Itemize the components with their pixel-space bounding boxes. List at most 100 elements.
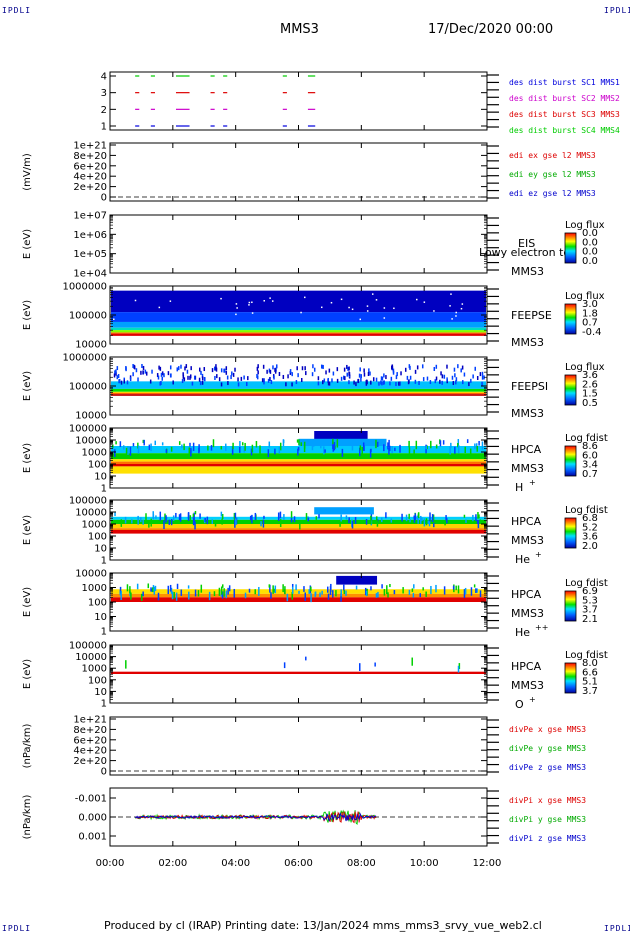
spectrogram-speck xyxy=(291,583,294,589)
spectrogram-speck xyxy=(172,515,175,521)
colorbar-title: Log fdist xyxy=(565,650,608,661)
spectrogram-speck xyxy=(308,589,310,594)
spectrogram-speck xyxy=(220,511,223,517)
spectrogram-speck xyxy=(327,381,330,386)
spectrogram-speck xyxy=(167,590,169,595)
spectrogram-speck xyxy=(340,593,342,602)
y-tick-label: 1e+06 xyxy=(73,230,107,241)
spectrogram-speck xyxy=(188,447,191,456)
spectrogram-speck xyxy=(425,518,428,526)
spectrogram-speck xyxy=(122,445,125,450)
spectrogram-speck xyxy=(360,377,362,382)
spectrogram-speck xyxy=(355,382,357,387)
spectrogram-speck xyxy=(278,446,281,454)
spectrogram-speck xyxy=(268,441,271,448)
spectrogram-speck xyxy=(380,380,382,385)
spectrogram-speck xyxy=(360,374,362,379)
spectrogram-speck xyxy=(336,378,339,383)
spectrogram-speck xyxy=(161,376,164,381)
spectrogram-speck xyxy=(389,583,391,588)
spectrogram-speck xyxy=(380,376,383,381)
spectrogram-speck xyxy=(457,665,460,673)
spectrogram-speck xyxy=(336,367,339,372)
spectrogram-speck xyxy=(133,364,135,369)
colorbar-tick-label: 2.6 xyxy=(582,379,598,390)
spectrogram-speck xyxy=(398,381,401,386)
y-tick-label: 0.000 xyxy=(78,813,107,824)
colorbar-tick-label: 8.0 xyxy=(582,658,598,669)
spectrogram-speck xyxy=(455,377,458,382)
y-tick-label: 1 xyxy=(101,122,107,133)
y-axis-label: E (eV) xyxy=(22,659,33,689)
spectrogram-speck xyxy=(199,381,202,386)
spectrogram-speck xyxy=(390,518,393,523)
spectrogram-speck xyxy=(376,520,379,527)
spectrogram-speck xyxy=(200,584,203,593)
spectrogram-speck xyxy=(481,375,484,380)
spectrogram-speck xyxy=(359,318,362,321)
panel-feepse: 1000000 100000 10000 E (eV) FEEPSE MMS3 Log fl… xyxy=(22,282,605,351)
colorbar-tick-label: 0.0 xyxy=(582,228,598,239)
spectrogram-speck xyxy=(245,382,248,387)
y-tick-label: 100 xyxy=(88,532,107,543)
spectrogram-speck xyxy=(351,308,354,311)
spectrogram-speck xyxy=(198,444,200,452)
spectrogram-speck xyxy=(148,520,150,528)
spectrogram-speck xyxy=(125,447,128,457)
spectrogram-speck xyxy=(241,442,244,446)
spectrogram-speck xyxy=(406,375,409,380)
spectrogram-speck xyxy=(392,368,395,373)
spectrogram-band xyxy=(111,381,486,389)
panel-frame xyxy=(109,716,488,776)
spectrogram-speck xyxy=(408,364,411,369)
spectrogram-speck xyxy=(189,515,192,523)
spectrogram-speck xyxy=(348,517,350,521)
spectrogram-speck xyxy=(408,440,410,448)
spectrogram-speck xyxy=(475,588,477,593)
spectrogram-speck xyxy=(151,588,153,592)
spectrogram-speck xyxy=(151,369,153,374)
y-tick-label: 100 xyxy=(88,675,107,686)
spectrogram-speck xyxy=(380,517,383,523)
colorbar-title: Log flux xyxy=(565,362,605,373)
spectrogram-speck xyxy=(395,375,398,380)
spectrogram-speck xyxy=(247,376,249,381)
spectrogram-speck xyxy=(385,512,387,519)
spectrogram-speck xyxy=(364,440,366,445)
spectrogram-speck xyxy=(220,297,222,300)
spectrogram-speck xyxy=(208,591,211,601)
y-tick-label: 10000 xyxy=(75,652,107,663)
spectrogram-speck xyxy=(119,441,122,447)
colorbar-tick-label: 3.6 xyxy=(582,532,598,543)
spectrogram-speck xyxy=(214,519,217,527)
spectrogram-speck xyxy=(236,307,238,309)
spectrogram-speck xyxy=(391,365,393,370)
spectrogram-band xyxy=(111,392,486,395)
spectrogram-speck xyxy=(185,364,188,369)
spectrogram-speck xyxy=(248,588,251,593)
spectrogram-speck xyxy=(457,364,459,369)
spectrogram-speck xyxy=(290,511,293,518)
spectrogram-speck xyxy=(221,591,224,599)
spectrogram-speck xyxy=(477,519,480,529)
spectrogram-speck xyxy=(234,367,236,372)
spectrogram-speck xyxy=(301,366,304,371)
spectrogram-speck xyxy=(119,586,122,594)
spectrogram-speck xyxy=(223,588,225,597)
spectrogram-speck xyxy=(249,515,252,521)
species-label: He xyxy=(515,626,530,639)
spectrogram-speck xyxy=(348,306,350,309)
spectrogram-speck xyxy=(327,377,329,382)
y-axis-label: E (eV) xyxy=(22,300,33,330)
spectrogram-speck xyxy=(323,378,326,383)
spectrogram-speck xyxy=(344,376,346,381)
spectrogram-speck xyxy=(199,513,201,519)
spectrogram-speck xyxy=(364,587,367,596)
colorbar xyxy=(564,662,577,694)
y-tick-label: 100000 xyxy=(69,382,107,393)
spectrogram-speck xyxy=(383,307,386,309)
spectrogram-speck xyxy=(289,369,292,374)
spectrogram-speck xyxy=(332,590,334,598)
spectrogram-speck xyxy=(270,592,272,599)
spectrogram-speck xyxy=(274,448,276,455)
